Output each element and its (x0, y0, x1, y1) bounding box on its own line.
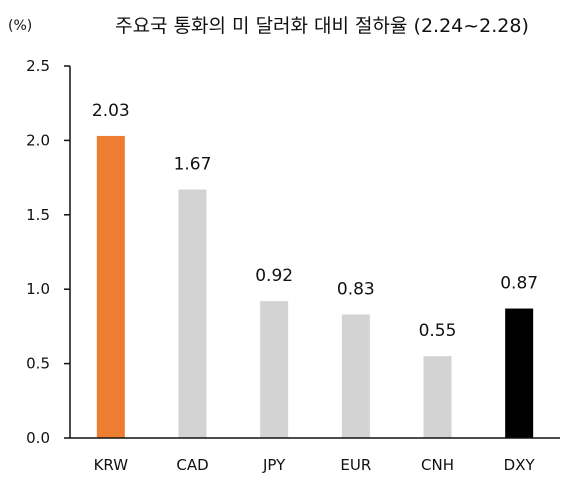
y-unit-label: (%) (8, 18, 32, 34)
value-label-eur: 0.83 (337, 279, 375, 299)
x-tick-label-cnh: CNH (421, 456, 454, 474)
bar-eur (341, 314, 370, 438)
value-label-cnh: 0.55 (419, 321, 457, 341)
x-tick-label-krw: KRW (94, 456, 129, 474)
x-tick-label-cad: CAD (176, 456, 208, 474)
bar-cad (178, 189, 207, 438)
chart-title: 주요국 통화의 미 달러화 대비 절하율 (2.24~2.28) (115, 15, 529, 37)
y-tick-label: 2.0 (26, 131, 50, 149)
bar-dxy (505, 308, 534, 438)
x-tick-label-jpy: JPY (262, 456, 286, 474)
value-label-dxy: 0.87 (500, 274, 538, 294)
x-tick-label-eur: EUR (340, 456, 371, 474)
bar-jpy (260, 301, 289, 438)
x-axis: KRW CAD JPY EUR CNH DXY (94, 456, 536, 474)
y-tick-label: 0.0 (26, 429, 50, 447)
y-tick-label: 1.0 (26, 280, 50, 298)
y-axis: 0.0 0.5 1.0 1.5 2.0 2.5 (26, 57, 70, 447)
bar-krw (96, 135, 125, 438)
value-label-cad: 1.67 (174, 155, 212, 175)
y-tick-label: 2.5 (26, 57, 50, 75)
y-tick-label: 1.5 (26, 206, 50, 224)
value-labels: 2.03 1.67 0.92 0.83 0.55 0.87 (92, 101, 538, 341)
y-tick-label: 0.5 (26, 355, 50, 373)
value-label-jpy: 0.92 (255, 266, 293, 286)
value-label-krw: 2.03 (92, 101, 130, 121)
x-tick-label-dxy: DXY (504, 456, 536, 474)
bars (96, 135, 534, 438)
bar-cnh (423, 356, 452, 438)
